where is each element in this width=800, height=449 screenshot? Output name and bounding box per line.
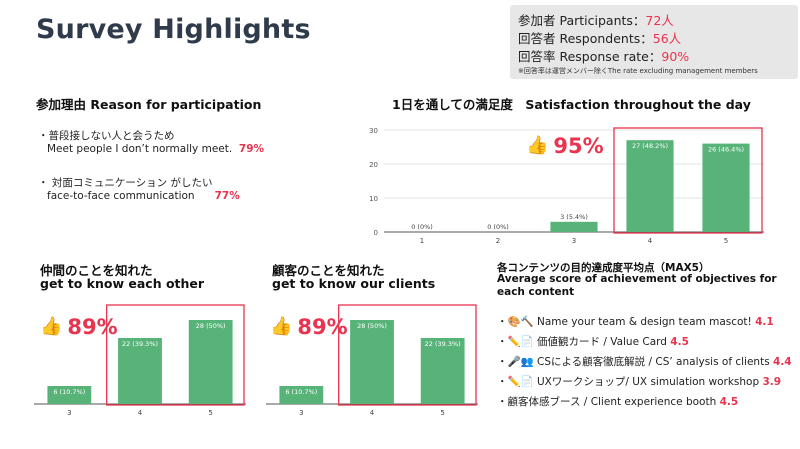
x-tick-label: 5 (724, 237, 728, 245)
peers-percent: 89% (67, 315, 118, 339)
satisfaction-highlight: 👍 95% (526, 134, 604, 158)
content-item-score: 4.4 (773, 356, 792, 368)
response-rate-line: 回答率 Response rate：90% (518, 46, 689, 65)
data-label: 28 (50%) (196, 322, 226, 330)
content-item: ・✏️📄 UXワークショップ/ UX simulation workshop 3… (497, 374, 781, 389)
respondents-value: 56人 (652, 31, 682, 46)
participants-label: 参加者 Participants： (518, 13, 646, 28)
response-rate-value: 90% (661, 49, 690, 64)
content-item-text: ・🎤👥 CSによる顧客徹底解説 / CS’ analysis of client… (497, 356, 770, 368)
content-item-score: 4.1 (755, 316, 774, 328)
data-label: 3 (5.4%) (560, 213, 588, 221)
content-item: ・✏️📄 価値観カード / Value Card 4.5 (497, 334, 689, 349)
x-tick-label: 5 (208, 409, 212, 417)
x-tick-label: 4 (648, 237, 653, 245)
data-label: 22 (39.3%) (425, 340, 461, 348)
y-tick-label: 20 (369, 161, 378, 169)
x-tick-label: 3 (572, 237, 576, 245)
data-label: 26 (46.4%) (708, 146, 744, 154)
content-item-text: ・✏️📄 UXワークショップ/ UX simulation workshop (497, 376, 760, 388)
respondents-label: 回答者 Respondents： (518, 31, 653, 46)
response-rate-label: 回答率 Response rate： (518, 49, 662, 64)
reason-heading: 参加理由 Reason for participation (36, 97, 262, 112)
y-tick-label: 10 (369, 195, 378, 203)
peers-chart: 6 (10.7%) 3 22 (39.3%) 4 28 (50%) 5 (34, 304, 246, 417)
satisfaction-heading: 1日を通しての満足度 Satisfaction throughout the d… (392, 97, 751, 112)
bar (279, 386, 324, 404)
clients-heading-en: get to know our clients (272, 276, 436, 291)
clients-heading-jp: 顧客のことを知れた (272, 263, 385, 278)
satisfaction-chart: 0 10 20 30 0 (0%) 1 0 (0%) 2 3 (5.4%) 3 27 (48.2%)… (369, 127, 764, 245)
reason-item-text: face-to-face communication (47, 190, 195, 202)
x-tick-label: 1 (420, 237, 424, 245)
bar (350, 320, 394, 404)
x-tick-label: 2 (496, 237, 500, 245)
peers-heading-en: get to know each other (40, 276, 205, 291)
data-label: 0 (0%) (487, 223, 509, 231)
reason-item-pct: 77% (214, 190, 240, 202)
reason-item-jp: ・普段接しない人と会うため (38, 130, 175, 142)
content-item: ・顧客体感ブース / Client experience booth 4.5 (497, 394, 738, 409)
summary-box: 参加者 Participants：72人 回答者 Respondents：56人… (510, 5, 798, 79)
content-item: ・🎨🔨 Name your team & design team mascot!… (497, 314, 774, 329)
data-label: 6 (10.7%) (53, 388, 85, 396)
content-item-score: 4.5 (719, 396, 739, 408)
content-item-score: 4.5 (670, 336, 689, 348)
x-tick-label: 3 (299, 409, 303, 417)
reason-item-jp: ・ 対面コミュニケーション がしたい (38, 177, 213, 189)
y-tick-label: 30 (369, 127, 378, 135)
response-rate-note: ※回答率は運営メンバー除くThe rate excluding manageme… (518, 67, 758, 75)
thumbs-up-icon: 👍 (270, 316, 293, 337)
peers-highlight: 👍 89% (40, 315, 118, 339)
thumbs-up-icon: 👍 (526, 135, 549, 156)
x-tick-label: 3 (67, 409, 71, 417)
data-label: 28 (50%) (357, 322, 387, 330)
bar (626, 140, 674, 232)
bar (702, 143, 750, 232)
data-label: 22 (39.3%) (122, 340, 158, 348)
data-label: 27 (48.2%) (632, 142, 668, 150)
satisfaction-percent: 95% (553, 134, 604, 158)
thumbs-up-icon: 👍 (40, 316, 63, 337)
participants-line: 参加者 Participants：72人 (518, 10, 674, 29)
peers-heading-jp: 仲間のことを知れた (40, 263, 153, 278)
page-title: Survey Highlights (36, 14, 311, 45)
content-item: ・🎤👥 CSによる顧客徹底解説 / CS’ analysis of client… (497, 354, 792, 369)
participants-value: 72人 (645, 13, 674, 28)
reason-item-en: face-to-face communication 77% (47, 190, 240, 202)
reason-item-text: Meet people I don’t normally meet. (47, 143, 233, 155)
highlight-box (106, 304, 245, 406)
reason-item-pct: 79% (238, 143, 265, 155)
reason-item-en: Meet people I don’t normally meet. 79% (47, 143, 264, 155)
y-tick-label: 0 (374, 229, 378, 237)
contents-heading-en: Average score of achievement of objectiv… (497, 273, 777, 298)
bar (118, 338, 162, 404)
content-item-text: ・🎨🔨 Name your team & design team mascot! (497, 316, 752, 328)
bar (188, 320, 233, 404)
data-label: 6 (10.7%) (285, 388, 317, 396)
x-tick-label: 5 (440, 409, 444, 417)
bar (550, 221, 598, 232)
highlight-box (613, 127, 763, 234)
clients-chart: 6 (10.7%) 3 28 (50%) 4 22 (39.3%) 5 (266, 304, 478, 417)
bar (47, 386, 92, 404)
x-tick-label: 4 (370, 409, 375, 417)
content-item-text: ・✏️📄 価値観カード / Value Card (497, 336, 667, 348)
content-item-text: ・顧客体感ブース / Client experience booth (497, 396, 717, 408)
highlight-box (338, 304, 477, 406)
x-tick-label: 4 (138, 409, 143, 417)
content-item-score: 3.9 (762, 376, 782, 388)
bar (420, 338, 465, 404)
contents-heading-jp: 各コンテンツの目的達成度平均点（MAX5） (497, 262, 710, 274)
data-label: 0 (0%) (411, 223, 433, 231)
respondents-line: 回答者 Respondents：56人 (518, 28, 681, 47)
